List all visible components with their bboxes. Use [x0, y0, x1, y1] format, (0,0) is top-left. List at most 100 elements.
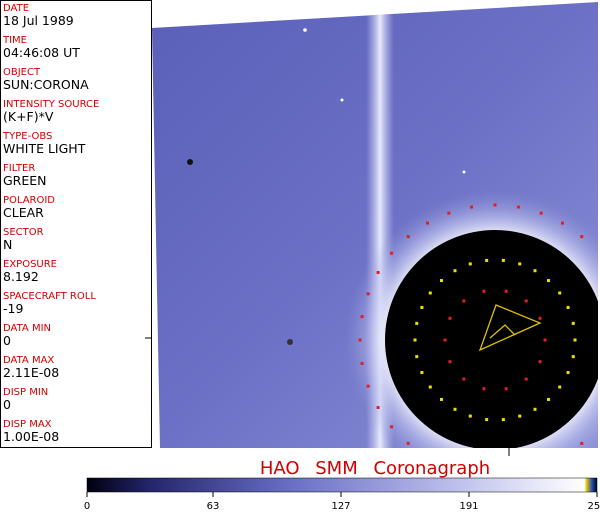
- field-label: INTENSITY SOURCE: [3, 99, 99, 110]
- field-value: 0: [3, 397, 11, 412]
- dark-spot: [287, 339, 293, 345]
- overlay-dot: [448, 360, 452, 364]
- overlay-dot: [447, 211, 451, 215]
- field-label: DATE: [3, 3, 29, 14]
- overlay-dot: [415, 321, 419, 325]
- overlay-dot: [420, 305, 424, 309]
- overlay-dot: [420, 371, 424, 375]
- field-value: WHITE LIGHT: [3, 141, 86, 156]
- field-label: DATA MAX: [3, 355, 54, 366]
- overlay-dot: [360, 315, 364, 319]
- field-label: DISP MAX: [3, 419, 52, 430]
- overlay-dot: [566, 305, 570, 309]
- dark-spot: [187, 159, 193, 165]
- field-value: 0: [3, 333, 11, 348]
- overlay-dot: [390, 251, 394, 255]
- field-value: CLEAR: [3, 205, 44, 220]
- overlay-dot: [538, 316, 542, 320]
- overlay-dot: [524, 299, 528, 303]
- overlay-dot: [504, 387, 508, 391]
- overlay-dots: [358, 203, 584, 445]
- overlay-dot: [533, 407, 537, 411]
- overlay-dot: [573, 338, 577, 342]
- overlay-dot: [406, 235, 410, 239]
- overlay-dot: [501, 418, 505, 422]
- overlay-dot: [406, 441, 410, 445]
- field-value: 1.00E-08: [3, 429, 59, 444]
- colorbar-tick-label: 63: [207, 501, 220, 512]
- overlay-dot: [415, 355, 419, 359]
- field-label: DISP MIN: [3, 387, 48, 398]
- overlay-dot: [538, 360, 542, 364]
- field-value: 04:46:08 UT: [3, 45, 80, 60]
- colorbar-tick-label: 127: [331, 501, 350, 512]
- image-title: HAO SMM Coronagraph: [260, 458, 490, 479]
- bright-spot: [340, 98, 344, 102]
- field-value: N: [3, 237, 12, 252]
- overlay-dot: [571, 355, 575, 359]
- field-label: SPACECRAFT ROLL: [3, 291, 96, 302]
- field-value: 18 Jul 1989: [3, 13, 74, 28]
- overlay-dot: [360, 361, 364, 365]
- field-value: GREEN: [3, 173, 47, 188]
- field-label: TYPE-OBS: [2, 131, 52, 142]
- overlay-dot: [571, 321, 575, 325]
- overlay-dot: [547, 397, 551, 401]
- overlay-dot: [468, 262, 472, 266]
- overlay-dot: [426, 221, 429, 225]
- colorbar: [86, 477, 598, 493]
- info-panel: [0, 0, 152, 448]
- overlay-dot: [453, 407, 457, 411]
- colorbar-tick-label: 191: [459, 501, 478, 512]
- overlay-shape: [478, 304, 542, 352]
- overlay-dot: [547, 279, 551, 283]
- overlay-dot: [543, 338, 547, 342]
- colorbar-ticks: 0 63 127 191 255: [84, 492, 600, 512]
- overlay-dot: [376, 271, 380, 274]
- field-label: EXPOSURE: [3, 259, 57, 270]
- field-label: DATA MIN: [3, 323, 51, 334]
- overlay-dot: [443, 338, 447, 342]
- overlay-dot: [448, 316, 452, 320]
- field-value: SUN:CORONA: [3, 77, 89, 92]
- overlay-dot: [439, 397, 443, 401]
- overlay-dot: [580, 441, 584, 445]
- overlay-dot: [566, 371, 570, 375]
- overlay-dot: [539, 211, 543, 215]
- colorbar-tick-label: 0: [84, 501, 90, 512]
- overlay-dot: [453, 269, 457, 273]
- overlay-dot: [462, 377, 466, 381]
- overlay-dot: [558, 385, 562, 389]
- overlay-dot: [493, 203, 497, 207]
- overlay-dot: [504, 289, 508, 293]
- field-label: POLAROID: [3, 195, 55, 206]
- overlay-dot: [533, 269, 537, 273]
- occulter: [385, 230, 598, 448]
- overlay-dot: [524, 377, 528, 381]
- field-value: -19: [3, 301, 23, 316]
- overlay-dot: [428, 291, 432, 295]
- field-value: (K+F)*V: [3, 109, 54, 124]
- overlay-dot: [482, 289, 486, 293]
- overlay-dot: [366, 384, 370, 388]
- overlay-dot: [470, 205, 474, 209]
- overlay-dot: [376, 406, 380, 409]
- field-label: OBJECT: [3, 67, 41, 78]
- overlay-dot: [485, 258, 489, 262]
- overlay-dot: [518, 414, 522, 418]
- overlay-dot: [390, 425, 394, 429]
- bright-spot: [377, 9, 383, 15]
- overlay-dot: [482, 387, 486, 391]
- colorbar-tick-label: 255: [587, 501, 600, 512]
- overlay-dot: [413, 338, 417, 342]
- field-label: SECTOR: [3, 227, 44, 238]
- overlay-dot: [580, 235, 584, 239]
- coronagraph-image: [145, 2, 598, 456]
- bright-spot: [303, 28, 307, 32]
- field-label: FILTER: [3, 163, 35, 174]
- overlay-dot: [462, 299, 466, 303]
- field-value: 2.11E-08: [3, 365, 59, 380]
- field-label: TIME: [2, 35, 27, 46]
